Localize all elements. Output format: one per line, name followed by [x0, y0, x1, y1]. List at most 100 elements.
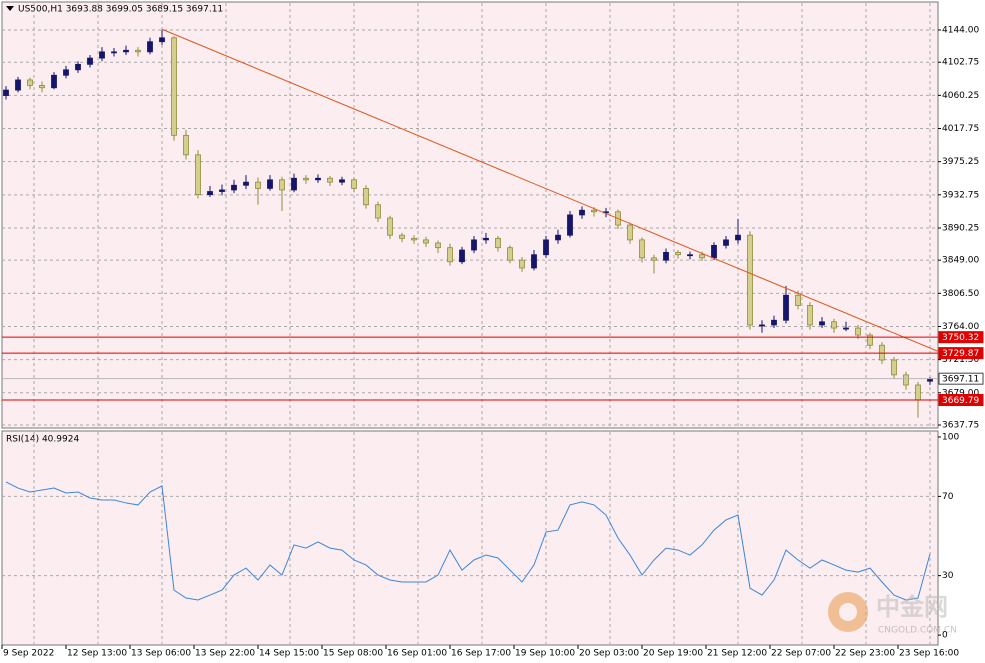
- rsi-header: RSI(14) 40.9924: [6, 435, 79, 445]
- candle-body: [447, 247, 453, 263]
- candle-body: [495, 237, 501, 249]
- watermark-site: CNGOLD.COM.CN: [878, 626, 957, 636]
- candle-body: [483, 237, 489, 241]
- candle-body: [243, 181, 249, 186]
- trend-line: [161, 28, 943, 354]
- candle-body: [255, 181, 261, 189]
- candle-body: [675, 251, 681, 256]
- price-level-box: [938, 393, 984, 406]
- candle-body: [759, 324, 765, 327]
- price-level-label: 3729.87: [942, 349, 979, 359]
- candle-body: [639, 239, 645, 259]
- price-level-box: [938, 347, 984, 360]
- candle-body: [303, 177, 309, 181]
- candle-body: [231, 184, 237, 191]
- candle-body: [867, 334, 873, 346]
- y-tick-label: 3679.00: [942, 388, 979, 398]
- candle-body: [39, 85, 45, 89]
- candle-body: [207, 191, 213, 196]
- candle-body: [687, 254, 693, 257]
- candle-body: [135, 49, 141, 53]
- candle-body: [747, 234, 753, 326]
- y-tick-label: 4102.75: [942, 58, 979, 68]
- candle-body: [519, 259, 525, 269]
- x-tick-label: 21 Sep 12:00: [707, 649, 767, 659]
- watermark-brand: 中金网: [876, 593, 948, 621]
- price-level-label: 3750.32: [942, 333, 979, 343]
- candle-body: [771, 319, 777, 326]
- watermark-logo-inner: [839, 603, 857, 621]
- candle-body: [219, 189, 225, 192]
- candle-body: [903, 374, 909, 386]
- candle-body: [3, 89, 9, 96]
- candle-body: [807, 305, 813, 326]
- candle-body: [855, 327, 861, 336]
- candle-body: [435, 242, 441, 249]
- candle-body: [543, 239, 549, 256]
- candle-body: [591, 209, 597, 213]
- x-tick-label: 16 Sep 01:00: [387, 649, 447, 659]
- y-tick-label: 3764.00: [942, 322, 979, 332]
- candle-body: [171, 37, 177, 136]
- candle-body: [891, 359, 897, 376]
- candle-body: [147, 41, 153, 53]
- y-tick-label: 3975.25: [942, 157, 979, 167]
- candle-body: [99, 51, 105, 59]
- candle-body: [51, 74, 57, 89]
- candle-body: [831, 321, 837, 329]
- y-tick-label: 30: [942, 571, 954, 581]
- candle-body: [339, 179, 345, 183]
- candle-body: [291, 177, 297, 191]
- y-tick-label: 0: [942, 631, 948, 641]
- candle-body: [555, 234, 561, 241]
- y-tick-label: 70: [942, 492, 954, 502]
- candle-body: [915, 384, 921, 401]
- price-level-label: 3697.11: [942, 375, 979, 385]
- y-tick-label: 3806.50: [942, 289, 979, 299]
- candle-body: [531, 254, 537, 269]
- x-tick-label: 19 Sep 10:00: [515, 649, 575, 659]
- watermark: 中金网 CNGOLD.COM.CN: [828, 592, 957, 636]
- candle-body: [843, 327, 849, 330]
- candle-body: [471, 239, 477, 251]
- candle-body: [399, 234, 405, 239]
- candle-body: [111, 51, 117, 54]
- y-tick-label: 4144.00: [942, 26, 979, 36]
- candle-body: [411, 237, 417, 241]
- rsi-line: [5, 481, 931, 601]
- y-tick-label: 3721.50: [942, 355, 979, 365]
- y-tick-label: 3637.75: [942, 420, 979, 430]
- x-tick-label: 13 Sep 06:00: [131, 649, 191, 659]
- candle-body: [699, 254, 705, 259]
- candle-body: [15, 79, 21, 91]
- x-tick-label: 13 Sep 22:00: [195, 649, 255, 659]
- candle-body: [183, 134, 189, 156]
- candle-body: [351, 179, 357, 189]
- x-tick-label: 15 Sep 08:00: [323, 649, 383, 659]
- candle-body: [279, 179, 285, 191]
- candle-body: [459, 249, 465, 263]
- candle-body: [387, 217, 393, 236]
- y-tick-label: 100: [942, 432, 959, 442]
- x-tick-label: 14 Sep 15:00: [259, 649, 319, 659]
- price-header: US500,H1 3693.88 3699.05 3689.15 3697.11: [18, 5, 223, 15]
- candle-body: [375, 204, 381, 219]
- candle-body: [711, 244, 717, 259]
- x-tick-label: 22 Sep 23:00: [835, 649, 895, 659]
- candle-body: [795, 294, 801, 306]
- candle-body: [159, 37, 165, 43]
- candle-body: [123, 49, 129, 53]
- price-level-box: [938, 331, 984, 344]
- candle-body: [783, 294, 789, 321]
- candle-body: [423, 239, 429, 244]
- y-tick-label: 3890.25: [942, 223, 979, 233]
- y-tick-label: 3849.00: [942, 256, 979, 266]
- candle-body: [315, 177, 321, 181]
- x-tick-label: 12 Sep 13:00: [67, 649, 127, 659]
- candle-body: [27, 79, 33, 86]
- candle-body: [663, 251, 669, 261]
- candle-body: [75, 63, 81, 71]
- candle-body: [363, 187, 369, 206]
- y-tick-label: 3932.75: [942, 190, 979, 200]
